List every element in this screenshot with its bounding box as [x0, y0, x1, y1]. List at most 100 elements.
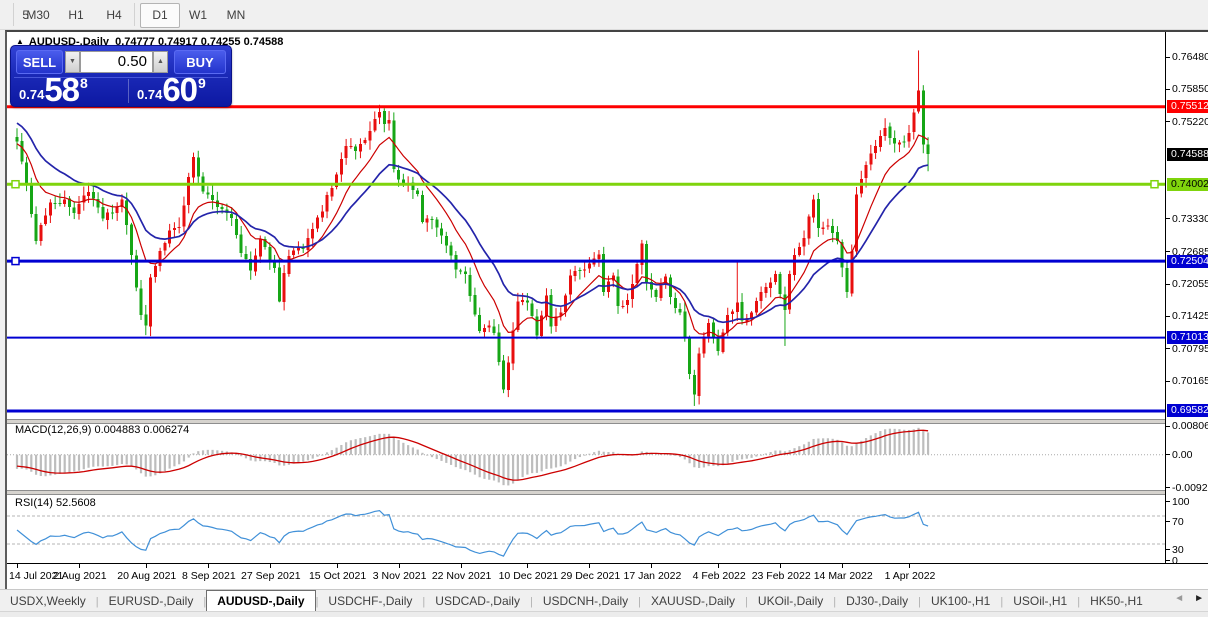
tab-scroll-right-icon[interactable]: ►	[1194, 593, 1204, 604]
tab-separator: |	[833, 596, 837, 608]
date-label: 23 Feb 2022	[751, 570, 811, 582]
tab-audusd-daily[interactable]: AUDUSD-,Daily	[206, 590, 316, 612]
collapse-arrow-icon[interactable]: ▲	[16, 37, 24, 46]
volume-input[interactable]: 0.50	[80, 51, 153, 73]
timeframe-h4[interactable]: H4	[106, 8, 122, 22]
timeframe-d1[interactable]: D1	[140, 3, 180, 28]
tab-separator: |	[422, 596, 426, 608]
date-label: 20 Aug 2021	[117, 570, 177, 582]
date-label: 4 Feb 2022	[692, 570, 746, 582]
date-tick	[336, 564, 338, 568]
tab-uk100-h1[interactable]: UK100-,H1	[930, 594, 991, 608]
date-label: 14 Jul 2021	[9, 570, 64, 582]
price-divider	[128, 79, 129, 103]
rsi-tick	[1166, 521, 1170, 522]
date-tick	[145, 564, 147, 568]
price-tick-label: 0.76480	[1172, 51, 1208, 64]
one-click-trading-panel: SELL ▼ 0.50 ▲ BUY 0.74588 0.74609	[10, 45, 232, 107]
toolbar-separator	[13, 3, 14, 26]
tab-usdcnh-daily[interactable]: USDCNH-,Daily	[542, 594, 629, 608]
date-tick	[651, 564, 653, 568]
macd-tick-label: -0.00928	[1172, 481, 1208, 494]
price-tick-label: 0.73330	[1172, 212, 1208, 225]
timeframe-partial-button[interactable]: 5	[22, 8, 29, 22]
tab-separator: |	[1000, 596, 1004, 608]
volume-decrease-button[interactable]: ▼	[65, 51, 80, 73]
date-label: 15 Oct 2021	[308, 570, 367, 582]
date-label: 14 Mar 2022	[813, 570, 873, 582]
date-tick	[17, 564, 18, 568]
macd-tick	[1166, 454, 1170, 456]
price-tick	[1166, 283, 1170, 285]
tab-usoil-h1[interactable]: USOil-,H1	[1013, 594, 1068, 608]
arrow-down-icon: ▼	[69, 58, 76, 65]
date-tick	[527, 564, 529, 568]
price-level-badge: 0.71013	[1167, 331, 1208, 345]
sell-button[interactable]: SELL	[16, 50, 63, 74]
volume-increase-button[interactable]: ▲	[153, 51, 168, 73]
price-tick-label: 0.71425	[1172, 310, 1208, 323]
buy-button[interactable]: BUY	[174, 50, 226, 74]
date-label: 27 Sep 2021	[241, 570, 301, 582]
date-tick	[908, 564, 910, 568]
tab-xauusd-daily[interactable]: XAUUSD-,Daily	[651, 594, 736, 608]
tab-usdcad-daily[interactable]: USDCAD-,Daily	[435, 594, 520, 608]
tab-eurusd-daily[interactable]: EURUSD-,Daily	[108, 594, 194, 608]
rsi-tick	[1166, 560, 1170, 561]
rsi-tick-label: 70	[1172, 516, 1184, 528]
macd-tick	[1166, 425, 1170, 427]
timeframe-mn[interactable]: MN	[226, 8, 246, 22]
arrow-up-icon: ▲	[157, 58, 164, 65]
timeframe-toolbar: 5 M30 H1 H4 D1 W1 MN	[0, 0, 1208, 30]
date-label: 17 Jan 2022	[623, 570, 682, 582]
date-label: 1 Apr 2022	[884, 570, 936, 582]
date-tick	[79, 564, 80, 568]
tab-ukoil-daily[interactable]: UKOil-,Daily	[757, 594, 824, 608]
date-tick	[207, 564, 209, 568]
price-tick-label: 0.70795	[1172, 342, 1208, 355]
price-tick-label: 0.75220	[1172, 115, 1208, 128]
date-tick	[780, 564, 782, 568]
price-tick-label: 0.72055	[1172, 278, 1208, 291]
macd-tick	[1166, 487, 1170, 489]
tab-separator: |	[1077, 596, 1081, 608]
price-chart[interactable]	[7, 32, 1165, 419]
price-level-badge: 0.74588	[1167, 147, 1208, 161]
rsi-indicator-label: RSI(14) 52.5608	[15, 497, 96, 509]
tab-dj30-daily[interactable]: DJ30-,Daily	[846, 594, 909, 608]
tab-separator: |	[918, 596, 921, 608]
date-label: 3 Nov 2021	[372, 570, 427, 582]
date-tick	[460, 564, 462, 568]
rsi-panel[interactable]	[7, 495, 1165, 565]
tab-scroll-left-icon[interactable]: ◄	[1174, 593, 1185, 604]
tab-usdchf-daily[interactable]: USDCHF-,Daily	[328, 594, 413, 608]
date-tick	[718, 564, 720, 568]
macd-panel[interactable]	[7, 422, 1165, 492]
timeframe-m30[interactable]: M30	[26, 8, 50, 22]
panel-divider	[14, 77, 228, 78]
tab-hk50-h1[interactable]: HK50-,H1	[1090, 594, 1143, 608]
tab-usdx-weekly[interactable]: USDX,Weekly	[10, 594, 86, 608]
price-axis[interactable]: 0.76480 0.75850 0.75220 0.73330 0.72685 0.720…	[1165, 32, 1208, 567]
price-tick-label: 0.70165	[1172, 375, 1208, 388]
tab-separator: |	[745, 596, 748, 608]
price-tick	[1166, 218, 1170, 220]
date-tick	[589, 564, 591, 568]
timeframe-h1[interactable]: H1	[68, 8, 84, 22]
panel-splitter[interactable]	[7, 419, 1208, 424]
buy-price[interactable]: 0.74609	[137, 71, 206, 108]
price-level-badge: 0.72504	[1167, 254, 1208, 268]
timeframe-w1[interactable]: W1	[189, 8, 207, 22]
date-axis[interactable]: 14 Jul 2021 2 Aug 2021 20 Aug 2021 8 Sep 20…	[7, 563, 1208, 591]
macd-tick-label: 0.008061	[1172, 420, 1208, 433]
price-tick	[1166, 315, 1170, 317]
price-tick-label: 0.75850	[1172, 83, 1208, 96]
tab-separator: |	[203, 596, 207, 608]
macd-indicator-label: MACD(12,26,9) 0.004883 0.006274	[15, 424, 190, 436]
panel-splitter[interactable]	[7, 490, 1208, 495]
sell-price[interactable]: 0.74588	[19, 71, 88, 108]
date-label: 22 Nov 2021	[431, 570, 492, 582]
price-level-badge: 0.69582	[1167, 404, 1208, 418]
rsi-tick-label: 30	[1172, 544, 1184, 556]
